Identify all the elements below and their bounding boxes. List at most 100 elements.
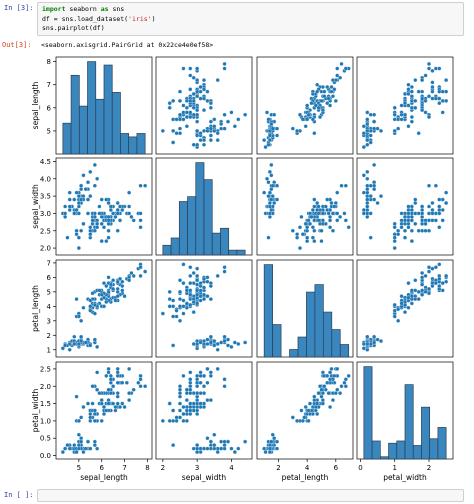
scatter-point [409,288,414,293]
scatter-point [191,446,196,451]
scatter-point [195,450,200,455]
scatter-point [372,162,377,167]
scatter-point [113,214,118,219]
scatter-point [402,221,408,226]
scatter-point [368,341,373,347]
scatter-point [198,370,203,375]
x-axis-label: sepal_length [80,473,128,482]
scatter-point [219,126,224,131]
scatter-point [171,314,176,319]
scatter-point [365,121,370,127]
scatter-point [65,443,70,448]
histogram-bar [437,427,447,460]
scatter-point [205,128,210,133]
scatter-point [181,418,186,423]
scatter-point [420,89,425,94]
scatter-point [295,232,300,237]
scatter-point [115,391,120,396]
scatter-point [396,307,401,312]
scatter-point [267,446,272,451]
scatter-point [198,138,203,143]
scatter-point [76,443,81,448]
scatter-point [212,443,217,448]
scatter-point [117,204,123,209]
scatter-point [316,218,321,223]
output-text: <seaborn.axisgrid.PairGrid at 0x22ce4e0e… [41,41,214,49]
scatter-point [402,91,408,97]
scatter-point [117,276,123,281]
scatter-point [316,204,321,209]
scatter-point [315,200,320,206]
scatter-point [205,341,210,347]
scatter-point [437,211,442,216]
scatter-point [74,232,79,237]
scatter-point [305,117,310,122]
scatter-point [188,292,193,297]
scatter-point [320,221,325,226]
scatter-point [378,128,384,133]
scatter-point [437,96,442,101]
scatter-point [297,112,303,117]
scatter-point [81,305,86,310]
scatter-point [290,126,295,131]
scatter-point [188,370,193,375]
scatter-point [115,228,120,233]
scatter-point [440,197,445,202]
scatter-point [208,297,213,302]
subplot-frame [356,56,454,155]
scatter-point [76,200,81,206]
scatter-point [138,183,143,188]
histogram-bar [70,74,80,155]
scatter-point [67,197,72,202]
scatter-point [81,450,86,455]
scatter-point [181,373,186,378]
scatter-point [320,207,325,213]
scatter-point [444,200,449,206]
scatter-point [365,204,370,209]
scatter-point [171,408,176,413]
scatter-point [365,128,370,133]
input-prompt: In [3]: [4,4,34,12]
histogram-bar [306,291,316,358]
scatter-point [208,284,213,289]
scatter-point [208,398,213,403]
scatter-point [195,401,200,406]
scatter-point [222,446,227,451]
scatter-point [201,384,207,389]
scatter-point [433,218,438,223]
scatter-point [99,292,104,297]
y-tick-label: 6 [47,274,52,282]
scatter-point [88,415,93,420]
scatter-point [191,404,196,410]
scatter-point [81,404,86,410]
scatter-point [184,411,189,417]
scatter-point [329,200,334,206]
scatter-point [267,169,272,174]
scatter-point [138,265,143,270]
y-tick-label: 8 [47,58,51,66]
scatter-point [99,214,104,219]
scatter-point [264,176,270,181]
scatter-point [79,415,84,420]
scatter-point [399,218,404,223]
scatter-point [67,446,72,451]
scatter-point [171,298,176,303]
scatter-point [315,89,320,94]
scatter-point [120,279,125,284]
scatter-point [430,80,435,85]
scatter-point [219,446,224,451]
scatter-point [326,211,331,216]
scatter-point [92,411,97,417]
scatter-point [74,394,79,399]
scatter-point [143,183,148,188]
scatter-point [267,200,272,206]
code-cell[interactable]: import seaborn as sns df = sns.load_data… [37,2,464,36]
scatter-point [76,204,81,209]
scatter-point [219,439,224,444]
scatter-point [437,207,442,213]
scatter-point [437,101,442,106]
scatter-point [368,211,373,216]
empty-code-cell[interactable] [37,489,464,502]
scatter-point [174,314,179,319]
scatter-point [320,391,325,396]
